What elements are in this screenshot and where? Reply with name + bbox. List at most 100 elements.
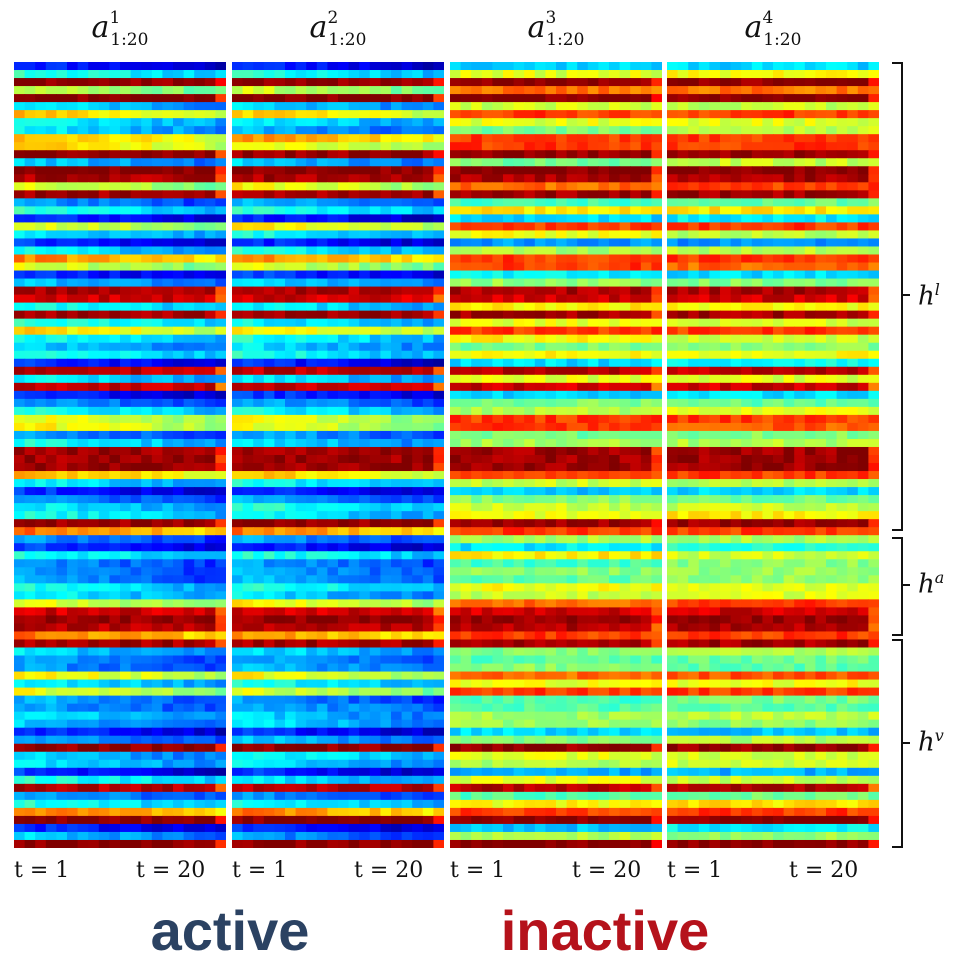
heatmap-cell: [481, 342, 493, 352]
heatmap-cell: [253, 663, 265, 673]
heatmap-cell: [98, 583, 110, 592]
heatmap-cell: [534, 278, 546, 288]
heatmap-cell: [433, 511, 444, 520]
heatmap-cell: [56, 543, 68, 552]
heatmap-cell: [67, 615, 79, 625]
heatmap-cell: [359, 623, 371, 633]
heatmap-cell: [67, 414, 79, 424]
heatmap-cell: [391, 503, 403, 512]
heatmap-cell: [35, 655, 47, 665]
heatmap-cell: [173, 511, 185, 520]
heatmap-cell: [14, 86, 26, 95]
heatmap-cell: [619, 430, 631, 440]
heatmap-cell: [556, 414, 568, 424]
heatmap-cell: [359, 767, 371, 777]
heatmap-cell: [232, 438, 244, 448]
heatmap-cell: [433, 214, 444, 224]
heatmap-cell: [471, 110, 483, 119]
heatmap-cell: [141, 695, 153, 705]
heatmap-cell: [391, 567, 403, 576]
heatmap-cell: [587, 294, 599, 304]
heatmap-cell: [534, 238, 546, 248]
heatmap-cell: [77, 783, 89, 793]
heatmap-cell: [481, 406, 493, 416]
heatmap-cell: [24, 158, 36, 167]
heatmap-cell: [162, 735, 174, 745]
heatmap-cell: [88, 414, 100, 424]
heatmap-cell: [587, 158, 599, 167]
heatmap-cell: [285, 671, 297, 681]
heatmap-cell: [263, 639, 275, 649]
heatmap-cell: [253, 647, 265, 657]
heatmap-cell: [338, 342, 350, 352]
heatmap-cell: [215, 390, 226, 400]
heatmap-cell: [503, 286, 515, 296]
heatmap-cell: [215, 703, 226, 713]
heatmap-cell: [391, 463, 403, 472]
heatmap-cell: [120, 374, 132, 384]
heatmap-cell: [204, 671, 216, 681]
heatmap-cell: [56, 278, 68, 288]
heatmap-cell: [232, 607, 244, 617]
heatmap-cell: [98, 743, 110, 753]
heatmap-cell: [359, 198, 371, 207]
heatmap-cell: [391, 607, 403, 617]
heatmap-cell: [380, 206, 392, 215]
heatmap-cell: [194, 222, 206, 232]
heatmap-cell: [67, 679, 79, 689]
heatmap-cell: [316, 414, 328, 424]
heatmap-cell: [316, 759, 328, 769]
heatmap-cell: [151, 78, 163, 87]
heatmap-cell: [619, 414, 631, 424]
heatmap-cell: [587, 390, 599, 400]
heatmap-cell: [481, 446, 493, 456]
heatmap-cell: [215, 503, 226, 512]
heatmap-cell: [359, 230, 371, 240]
heatmap-cell: [450, 198, 462, 207]
heatmap-cell: [232, 198, 244, 207]
heatmap-cell: [534, 262, 546, 272]
heatmap-cell: [183, 815, 195, 825]
heatmap-cell: [348, 623, 360, 633]
heatmap-cell: [120, 759, 132, 769]
heatmap-cell: [460, 310, 472, 320]
heatmap-cell: [306, 78, 318, 87]
heatmap-cell: [141, 86, 153, 95]
heatmap-cell: [232, 118, 244, 127]
heatmap-cell: [24, 182, 36, 191]
heatmap-cell: [130, 326, 142, 336]
heatmap-cell: [232, 623, 244, 633]
heatmap-cell: [380, 607, 392, 617]
heatmap-cell: [56, 463, 68, 472]
heatmap-cell: [24, 471, 36, 480]
heatmap-cell: [630, 206, 642, 215]
heatmap-cell: [120, 519, 132, 528]
heatmap-cell: [338, 687, 350, 697]
heatmap-cell: [183, 390, 195, 400]
heatmap-cell: [24, 519, 36, 528]
heatmap-cell: [242, 823, 254, 833]
heatmap-cell: [98, 591, 110, 600]
heatmap-cell: [130, 615, 142, 625]
heatmap-cell: [566, 246, 578, 256]
heatmap-cell: [56, 535, 68, 544]
heatmap-cell: [556, 430, 568, 440]
heatmap-cell: [348, 831, 360, 841]
heatmap-cell: [162, 647, 174, 657]
heatmap-cell: [598, 62, 610, 71]
heatmap-cell: [630, 70, 642, 79]
heatmap-cell: [348, 390, 360, 400]
heatmap-cell: [242, 799, 254, 809]
heatmap-cell: [285, 350, 297, 360]
heatmap-cell: [295, 62, 307, 71]
heatmap-cell: [215, 543, 226, 552]
heatmap-cell: [630, 246, 642, 256]
heatmap-cell: [513, 214, 525, 224]
heatmap-cell: [513, 70, 525, 79]
heatmap-cell: [391, 727, 403, 737]
heatmap-cell: [162, 687, 174, 697]
heatmap-cell: [545, 463, 557, 472]
heatmap-cell: [566, 398, 578, 408]
heatmap-cell: [401, 342, 413, 352]
heatmap-cell: [481, 206, 493, 215]
